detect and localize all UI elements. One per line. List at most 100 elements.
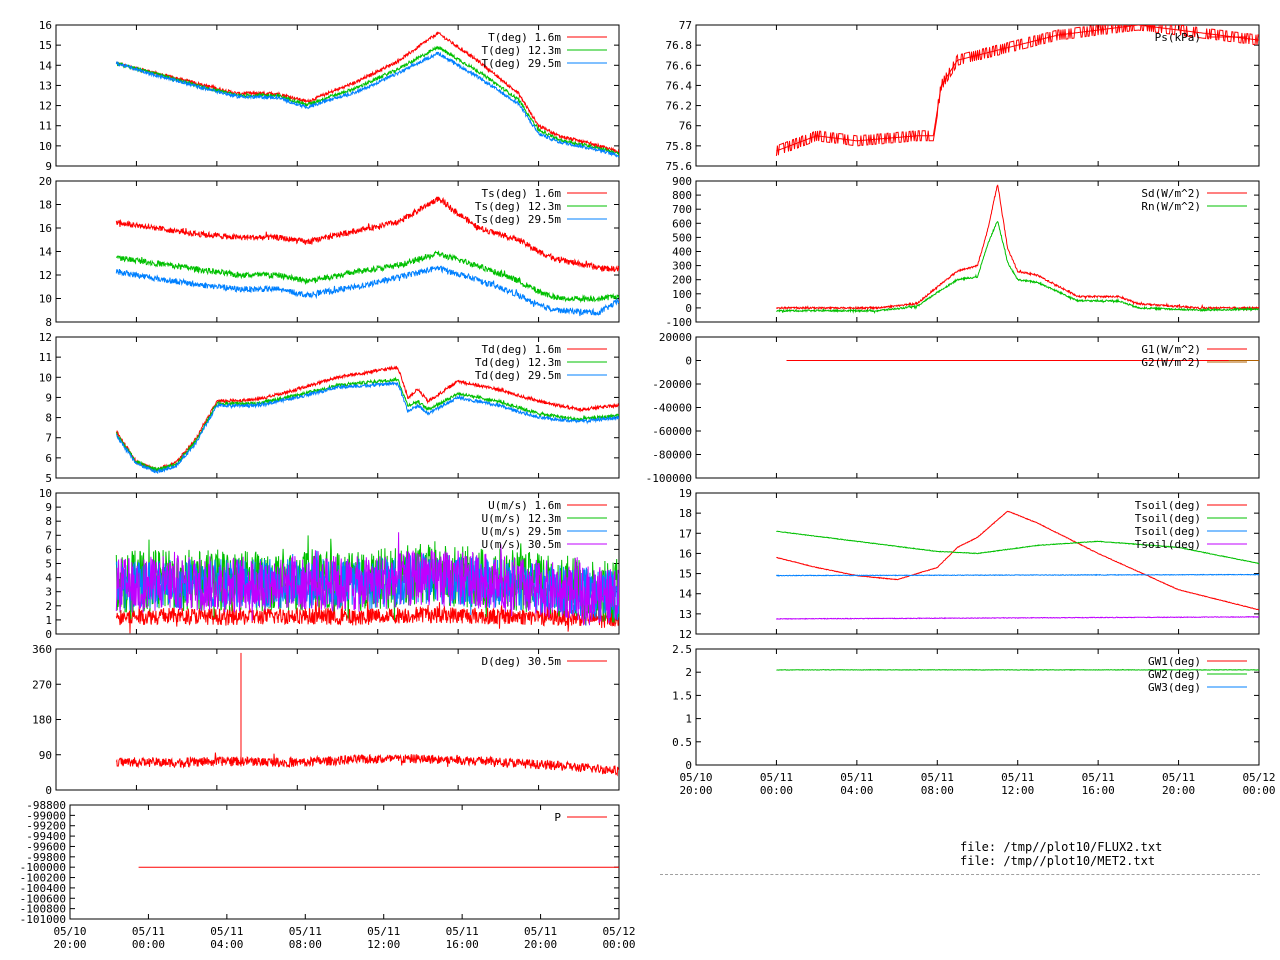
y-tick-label: -20000 [652,378,692,391]
y-tick-label: -100000 [20,861,66,874]
series-line [115,250,619,304]
x-tick-label: 00:00 [132,938,165,951]
series-line [115,532,619,626]
legend-label: Td(deg) 1.6m [482,343,562,356]
y-tick-label: 800 [672,189,692,202]
y-tick-label: 7 [45,529,52,542]
y-tick-label: 12 [39,269,52,282]
y-tick-label: 300 [672,260,692,273]
y-tick-label: 600 [672,217,692,230]
y-tick-label: 0 [45,628,52,641]
series-line [775,25,1259,156]
p-dir: 0 90 180 270 360 D(deg) 30.5m [32,643,620,797]
y-tick-label: 8 [45,316,52,329]
legend-label: Ts(deg) 29.5m [475,213,561,226]
x-tick-label: 05/11 [1162,771,1195,784]
y-tick-label: 400 [672,246,692,259]
plot-frame [695,648,1260,766]
legend-label: D(deg) 30.5m [482,655,562,668]
y-tick-label: 76.2 [666,100,693,113]
x-tick-label: 05/12 [1242,771,1275,784]
y-tick-label: 270 [32,678,52,691]
legend-label: T(deg) 1.6m [488,31,561,44]
y-tick-label: 10 [39,371,52,384]
y-tick-label: 77 [679,19,692,32]
y-tick-label: 75.6 [666,160,693,173]
y-tick-label: 76 [679,120,692,133]
legend-label: Rn(W/m^2) [1141,200,1201,213]
y-tick-label: 12 [39,331,52,344]
series-line [115,376,619,472]
y-tick-label: 900 [672,175,692,188]
y-tick-label: 75.8 [666,140,693,153]
y-tick-label: 100 [672,288,692,301]
p-press: -101000-100800-100600-100400-100200-1000… [20,799,636,951]
x-tick-label: 05/11 [1082,771,1115,784]
y-tick-label: 11 [39,351,52,364]
y-tick-label: 76.8 [666,39,693,52]
legend-label: U(m/s) 29.5m [482,525,562,538]
dashed-separator [660,874,1260,875]
plot-frame [55,336,620,479]
legend-label: Tsoil(deg) [1135,512,1201,525]
series-group [115,652,619,777]
y-tick-label: -99000 [26,809,66,822]
plot-frame [695,24,1260,167]
series-group [115,532,619,634]
x-tick-label: 05/12 [602,925,635,938]
y-tick-label: 12 [39,100,52,113]
y-tick-label: -100800 [20,903,66,916]
legend-label: P [554,811,561,824]
series-group [776,510,1259,620]
y-tick-label: 15 [39,39,52,52]
y-tick-label: -99200 [26,820,66,833]
y-tick-label: 2.5 [672,643,692,656]
y-tick-label: 3 [45,586,52,599]
series-line [115,752,619,777]
y-tick-label: 10 [39,487,52,500]
series-group [775,25,1259,156]
legend-label: Tsoil(deg) [1135,525,1201,538]
x-tick-label: 12:00 [367,938,400,951]
x-tick-label: 20:00 [524,938,557,951]
y-tick-label: 76.6 [666,59,693,72]
legend-label: T(deg) 12.3m [482,44,562,57]
y-tick-label: -100000 [646,472,692,485]
legend-label: Ts(deg) 12.3m [475,200,561,213]
y-tick-label: 76.4 [666,79,693,92]
legend-label: Tsoil(deg) [1135,538,1201,551]
y-tick-label: 11 [39,120,52,133]
series-line [776,573,1259,577]
plot-frame [55,648,620,791]
series-line [115,265,619,317]
series-group [775,184,1259,314]
y-tick-label: 9 [45,391,52,404]
y-tick-label: 1.5 [672,689,692,702]
series-group [776,668,1259,671]
series-group [115,365,619,475]
y-tick-label: 16 [679,547,692,560]
x-tick-label: 00:00 [602,938,635,951]
y-tick-label: 10 [39,140,52,153]
y-tick-label: 14 [39,246,53,259]
x-tick-label: 05/11 [367,925,400,938]
series-line [775,184,1259,312]
series-line [115,381,619,475]
series-group [115,31,619,158]
y-tick-label: 8 [45,515,52,528]
legend-label: U(m/s) 30.5m [482,538,562,551]
y-tick-label: -99600 [26,840,66,853]
legend-label: U(m/s) 1.6m [488,499,561,512]
p-temp: 9 10 11 12 13 14 15 16 T(deg) 1.6mT(deg) 12.3mT(… [39,19,620,173]
series-line [776,615,1259,620]
legend-label: GW2(deg) [1148,668,1201,681]
y-tick-label: 10 [39,293,52,306]
x-tick-label: 00:00 [1242,784,1275,797]
series-line [776,530,1259,565]
y-tick-label: 14 [39,59,53,72]
y-tick-label: 1 [685,713,692,726]
x-tick-label: 12:00 [1001,784,1034,797]
y-tick-label: -100200 [20,872,66,885]
p-ground: -100000 -80000 -60000 -40000 -20000 0 20000 G1(… [646,331,1260,485]
x-tick-label: 16:00 [1082,784,1115,797]
